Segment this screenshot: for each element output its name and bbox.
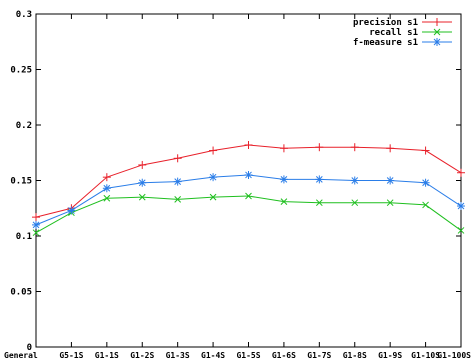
data-point: [245, 192, 252, 200]
x-tick-label: G1-100S: [437, 351, 471, 360]
data-point-d2: [457, 227, 465, 234]
series-line: [35, 195, 462, 234]
data-point: [350, 176, 359, 185]
data-point: [209, 173, 218, 182]
data-point: [102, 173, 111, 182]
data-point-d2: [103, 194, 111, 202]
data-point: [421, 178, 430, 187]
y-tick-label: 0.05: [10, 288, 32, 298]
data-point: [32, 213, 40, 222]
legend-swatch-marker-d2: [433, 38, 441, 46]
data-point-d2: [174, 178, 182, 185]
data-point-d2: [245, 171, 252, 179]
series-2: [32, 192, 465, 237]
data-point: [67, 206, 76, 215]
y-tick-label: 0.15: [10, 177, 32, 187]
data-point-d2: [138, 193, 146, 201]
x-tick-label: G5-1S: [59, 351, 83, 360]
data-point: [350, 143, 359, 152]
data-point: [421, 146, 430, 155]
x-axis: General G5-1S G1-1S G1-2S G1-3S G1-4S G1-5S G1-…: [4, 14, 471, 360]
legend-swatch-marker: [433, 28, 441, 36]
data-point-d2: [386, 199, 394, 207]
data-point-d2: [209, 173, 217, 181]
data-point: [173, 154, 182, 163]
y-tick-label: 0.1: [16, 232, 32, 242]
y-tick-label: 0: [27, 343, 32, 353]
y-tick-label: 0.3: [16, 10, 32, 20]
data-point: [280, 198, 288, 205]
data-point: [209, 146, 218, 155]
x-tick-label: G1-9S: [378, 351, 402, 360]
data-point-d2: [315, 199, 323, 207]
data-point: [279, 144, 288, 153]
x-tick-label: G1-7S: [307, 351, 331, 360]
x-tick-label: G1-8S: [343, 351, 367, 360]
legend-label: precision s1: [353, 17, 418, 28]
x-tick-label: G1-4S: [201, 351, 225, 360]
data-point-d2: [68, 207, 75, 214]
data-point: [386, 176, 395, 185]
legend-label: f-measure s1: [353, 38, 418, 48]
data-point: [32, 229, 40, 237]
data-point-d2: [315, 176, 323, 183]
data-point: [315, 143, 324, 152]
x-tick-label: G1-2S: [130, 351, 154, 360]
x-tick-label: G1-5S: [236, 351, 260, 360]
data-point-d2: [386, 177, 394, 184]
data-point: [351, 199, 359, 207]
data-point-d2: [422, 201, 429, 209]
data-point: [457, 168, 465, 177]
data-point: [386, 199, 394, 207]
x-tick-label: G1-6S: [272, 351, 296, 360]
series-3: [32, 170, 465, 229]
series-layer: [32, 140, 465, 237]
x-tick-label: G1-3S: [166, 351, 190, 360]
data-point: [279, 175, 288, 184]
data-point: [315, 199, 323, 207]
y-tick-label: 0.25: [10, 66, 32, 76]
data-point-d2: [138, 179, 146, 187]
data-point: [457, 227, 465, 234]
data-point-d2: [351, 177, 359, 184]
data-point: [103, 194, 111, 202]
data-point: [244, 170, 253, 179]
x-tick-label: General: [4, 351, 38, 360]
data-point-d2: [457, 202, 465, 210]
data-point: [457, 202, 465, 211]
data-point-d2: [245, 192, 252, 200]
data-point: [386, 144, 395, 153]
data-point-d2: [280, 176, 288, 183]
data-point: [174, 196, 182, 203]
data-point: [244, 140, 253, 149]
data-point: [102, 184, 111, 193]
legend-swatch-marker: [433, 38, 441, 46]
data-point: [422, 201, 429, 209]
data-point: [32, 220, 40, 229]
data-point-d2: [32, 221, 40, 229]
data-point: [173, 177, 182, 186]
data-point: [315, 175, 324, 184]
y-tick-label: 0.2: [16, 121, 32, 131]
x-tick-label: G1-1S: [95, 351, 119, 360]
data-point: [209, 193, 217, 201]
data-point-d2: [174, 196, 182, 203]
data-point-d2: [351, 199, 359, 207]
legend-label: recall s1: [369, 28, 418, 38]
data-point-d2: [280, 198, 288, 205]
data-point-d2: [422, 179, 429, 187]
data-point-d2: [32, 229, 40, 237]
legend-swatch-marker-d2: [433, 28, 441, 36]
data-point-d2: [209, 193, 217, 201]
data-point: [138, 193, 146, 201]
legend-swatch-marker: [433, 18, 441, 26]
series-line: [35, 174, 462, 226]
data-point: [138, 160, 147, 169]
y-axis: 0 0.05 0.1 0.15 0.2 0.25 0.3: [10, 10, 461, 353]
data-point: [138, 178, 147, 187]
data-point-d2: [103, 184, 111, 192]
x-tick-label: G1-10S: [411, 351, 440, 360]
